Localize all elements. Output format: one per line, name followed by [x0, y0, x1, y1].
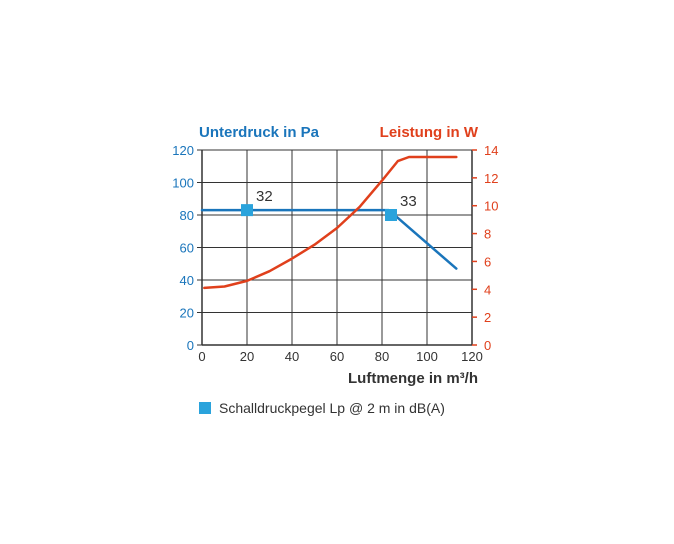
x-axis-title: Luftmenge in m³/h [348, 370, 478, 387]
legend-label: Schalldruckpegel Lp @ 2 m in dB(A) [219, 400, 445, 416]
x-axis-ticks: 0 20 40 60 80 100 120 [198, 349, 482, 364]
marker-label-1: 33 [400, 193, 417, 210]
right-tick-label-5: 10 [484, 199, 498, 214]
x-tick-label-5: 100 [416, 349, 438, 364]
right-tick-label-4: 8 [484, 227, 491, 242]
left-tick-label-4: 80 [180, 208, 194, 223]
left-tick-label-3: 60 [180, 241, 194, 256]
x-tick-label-0: 0 [198, 349, 205, 364]
right-tick-label-3: 6 [484, 254, 491, 269]
left-tick-label-0: 0 [187, 338, 194, 353]
marker-label-0: 32 [256, 188, 273, 205]
right-tick-label-7: 14 [484, 143, 498, 158]
legend-swatch [199, 402, 211, 414]
left-tick-label-5: 100 [172, 176, 194, 191]
y-left-axis-title: Unterdruck in Pa [199, 124, 320, 141]
x-tick-label-3: 60 [330, 349, 344, 364]
left-tick-label-1: 20 [180, 306, 194, 321]
series-line-right [203, 155, 458, 290]
left-tick-label-2: 40 [180, 273, 194, 288]
marker-0 [241, 204, 253, 217]
y-right-axis-title: Leistung in W [380, 124, 479, 141]
series-line-left [200, 208, 458, 270]
markers-layer: 32 33 [241, 188, 417, 221]
left-tick-label-6: 120 [172, 143, 194, 158]
series-layer [200, 155, 458, 290]
marker-1 [385, 209, 397, 221]
right-tick-label-2: 4 [484, 282, 491, 297]
left-axis-ticks: 0 20 40 60 80 100 120 [172, 143, 202, 353]
right-tick-label-1: 2 [484, 310, 491, 325]
right-axis-ticks: 0 2 4 6 8 10 12 14 [472, 143, 498, 353]
x-tick-label-4: 80 [375, 349, 389, 364]
legend: Schalldruckpegel Lp @ 2 m in dB(A) [199, 400, 445, 416]
x-tick-label-6: 120 [461, 349, 483, 364]
x-tick-label-1: 20 [240, 349, 254, 364]
x-tick-label-2: 40 [285, 349, 299, 364]
right-tick-label-6: 12 [484, 171, 498, 186]
right-tick-label-0: 0 [484, 338, 491, 353]
